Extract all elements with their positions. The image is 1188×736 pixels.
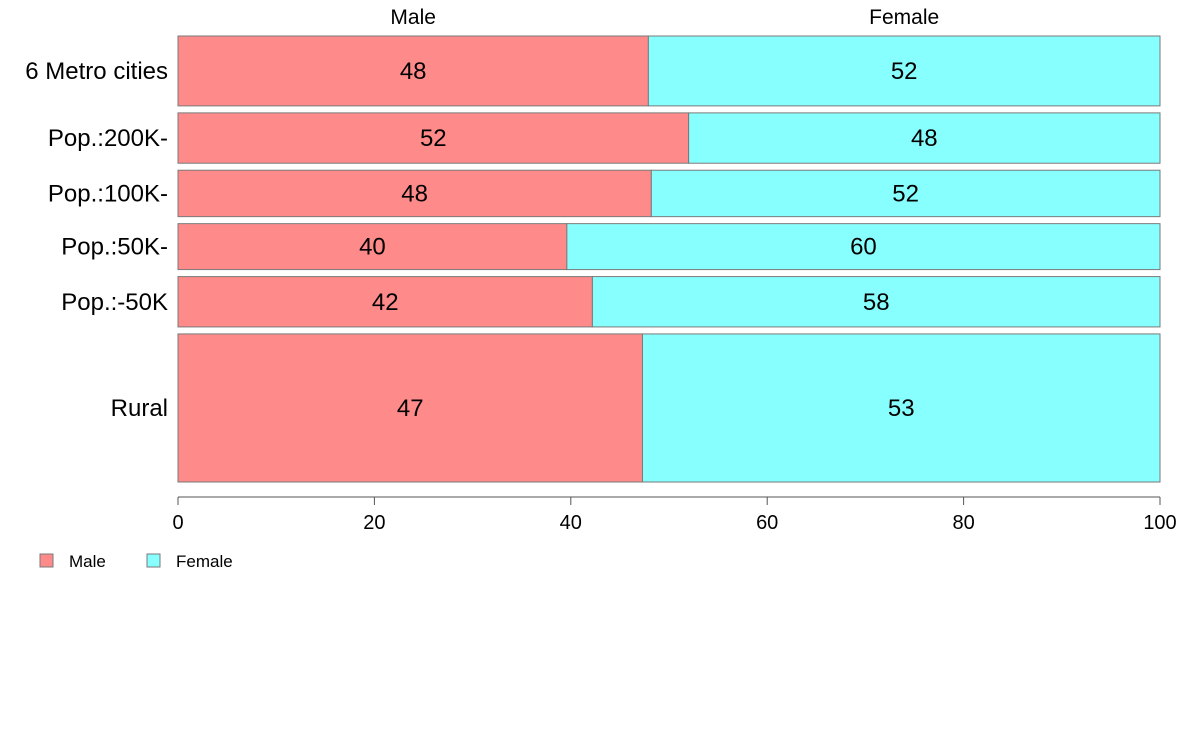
data-label-male-pop-100k: 48 [401,180,428,207]
column-headers: Male Female [390,6,939,29]
bar-female-pop-200k [688,112,1161,164]
x-tick-label-0: 0 [172,512,183,534]
category-label-pop-50k: Pop.:50K- [61,234,168,261]
data-label-male-rural: 47 [397,395,424,422]
x-tick-label-40: 40 [560,512,582,534]
x-tick-label-60: 60 [756,512,778,534]
bar-male-pop-200k [177,112,690,164]
bar-female-pop-100k [650,169,1161,218]
bar-male-pop-50k [177,276,593,328]
x-tick-label-80: 80 [952,512,974,534]
category-label-pop-200k: Pop.:200K- [48,125,168,152]
bar-female-6-metro-cities [647,35,1161,107]
bar-female-pop-50k [566,223,1161,271]
x-axis: 0 20 40 60 80 100 [172,496,1177,534]
category-labels: 6 Metro cities Pop.:200K- Pop.:100K- Pop.:5… [25,58,168,422]
category-label-rural: Rural [111,395,168,422]
category-label-6-metro-cities: 6 Metro cities [25,58,168,85]
legend-swatch-female [146,553,161,568]
data-label-male-pop-50k: 40 [359,234,386,261]
data-label-female-pop-50k: 60 [850,234,877,261]
category-label-pop-50k: Pop.:-50K [61,289,168,316]
data-label-male-pop-200k: 52 [420,125,447,152]
bar-female-pop-50k [591,276,1161,328]
data-label-female-6-metro-cities: 52 [891,58,918,85]
legend-label-female: Female [176,552,233,571]
legend-swatch-male [39,553,54,568]
data-label-female-rural: 53 [888,395,915,422]
category-label-pop-100k: Pop.:100K- [48,180,168,207]
data-label-male-6-metro-cities: 48 [400,58,427,85]
data-label-female-pop-200k: 48 [911,125,938,152]
x-tick-label-100: 100 [1143,512,1176,534]
data-label-female-pop-50k: 58 [863,289,890,316]
column-header-male: Male [390,6,436,29]
bar-male-pop-50k [177,223,568,271]
bar-male-6-metro-cities [177,35,649,107]
data-label-female-pop-100k: 52 [892,180,919,207]
x-tick-label-20: 20 [363,512,385,534]
legend: Male Female [39,552,233,571]
column-header-female: Female [869,6,939,29]
legend-label-male: Male [69,552,106,571]
bar-female-rural [641,333,1161,483]
bar-male-pop-100k [177,169,652,218]
bars: 48 52 52 48 48 52 40 60 42 58 47 53 [177,35,1161,483]
data-label-male-pop-50k: 42 [372,289,399,316]
